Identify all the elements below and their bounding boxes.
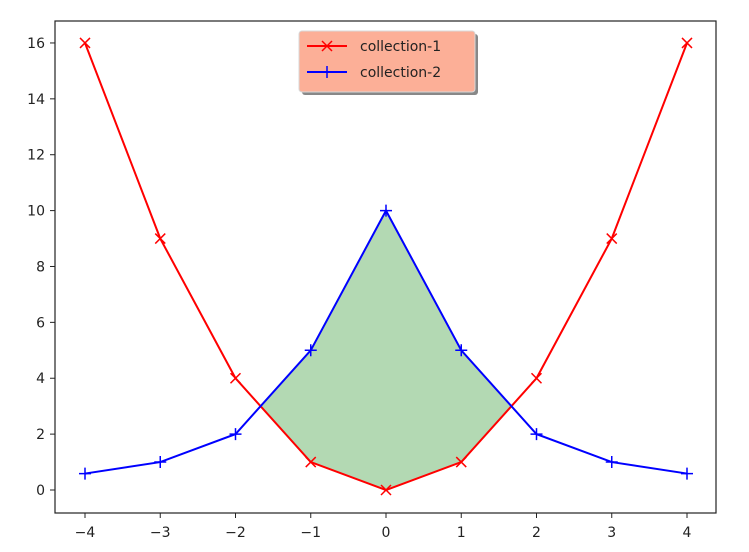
x-axis: −4 −3 −2 −1 0 1 2 3 4 bbox=[75, 513, 692, 541]
x-marker-icon bbox=[380, 484, 392, 496]
x-marker-icon bbox=[79, 37, 91, 49]
x-tick-label: 2 bbox=[532, 525, 541, 541]
legend-label: collection-2 bbox=[360, 65, 441, 81]
legend: collection-1 collection-2 bbox=[298, 30, 478, 95]
y-tick-label: 2 bbox=[36, 427, 45, 443]
y-tick-label: 14 bbox=[27, 92, 45, 108]
y-tick-label: 6 bbox=[36, 315, 45, 331]
plus-marker-icon bbox=[530, 428, 543, 441]
x-tick-label: −1 bbox=[300, 525, 321, 541]
plus-marker-icon bbox=[79, 467, 91, 480]
x-tick-label: 0 bbox=[382, 525, 391, 541]
y-tick-label: 12 bbox=[27, 148, 45, 164]
x-marker-icon bbox=[681, 37, 693, 49]
x-marker-icon bbox=[530, 372, 543, 384]
x-marker-icon bbox=[321, 40, 333, 52]
x-tick-label: −2 bbox=[225, 525, 246, 541]
x-tick-label: 1 bbox=[457, 525, 466, 541]
plus-marker-icon bbox=[455, 344, 468, 357]
x-marker-icon bbox=[154, 233, 166, 245]
fill-region bbox=[260, 210, 512, 490]
y-tick-label: 4 bbox=[36, 371, 45, 387]
plus-marker-icon bbox=[154, 456, 167, 469]
plus-marker-icon bbox=[681, 467, 693, 480]
y-tick-label: 0 bbox=[36, 483, 45, 499]
x-marker-icon bbox=[455, 456, 467, 468]
x-tick-label: 4 bbox=[683, 525, 692, 541]
y-tick-label: 10 bbox=[27, 204, 45, 220]
fill-between-area bbox=[260, 210, 512, 490]
x-tick-label: −3 bbox=[150, 525, 171, 541]
plus-marker-icon bbox=[229, 428, 242, 441]
x-tick-label: 3 bbox=[607, 525, 616, 541]
plus-marker-icon bbox=[605, 456, 618, 469]
y-tick-label: 8 bbox=[36, 259, 45, 275]
y-tick-label: 16 bbox=[27, 36, 45, 52]
plus-marker-icon bbox=[304, 344, 317, 357]
x-marker-icon bbox=[606, 233, 618, 245]
legend-label: collection-1 bbox=[360, 39, 441, 55]
plus-marker-icon bbox=[380, 204, 392, 217]
x-tick-label: −4 bbox=[75, 525, 96, 541]
x-marker-icon bbox=[305, 456, 317, 468]
y-axis: 0 2 4 6 8 10 12 14 16 bbox=[27, 36, 55, 499]
series-lines bbox=[79, 37, 693, 496]
x-marker-icon bbox=[229, 372, 242, 384]
